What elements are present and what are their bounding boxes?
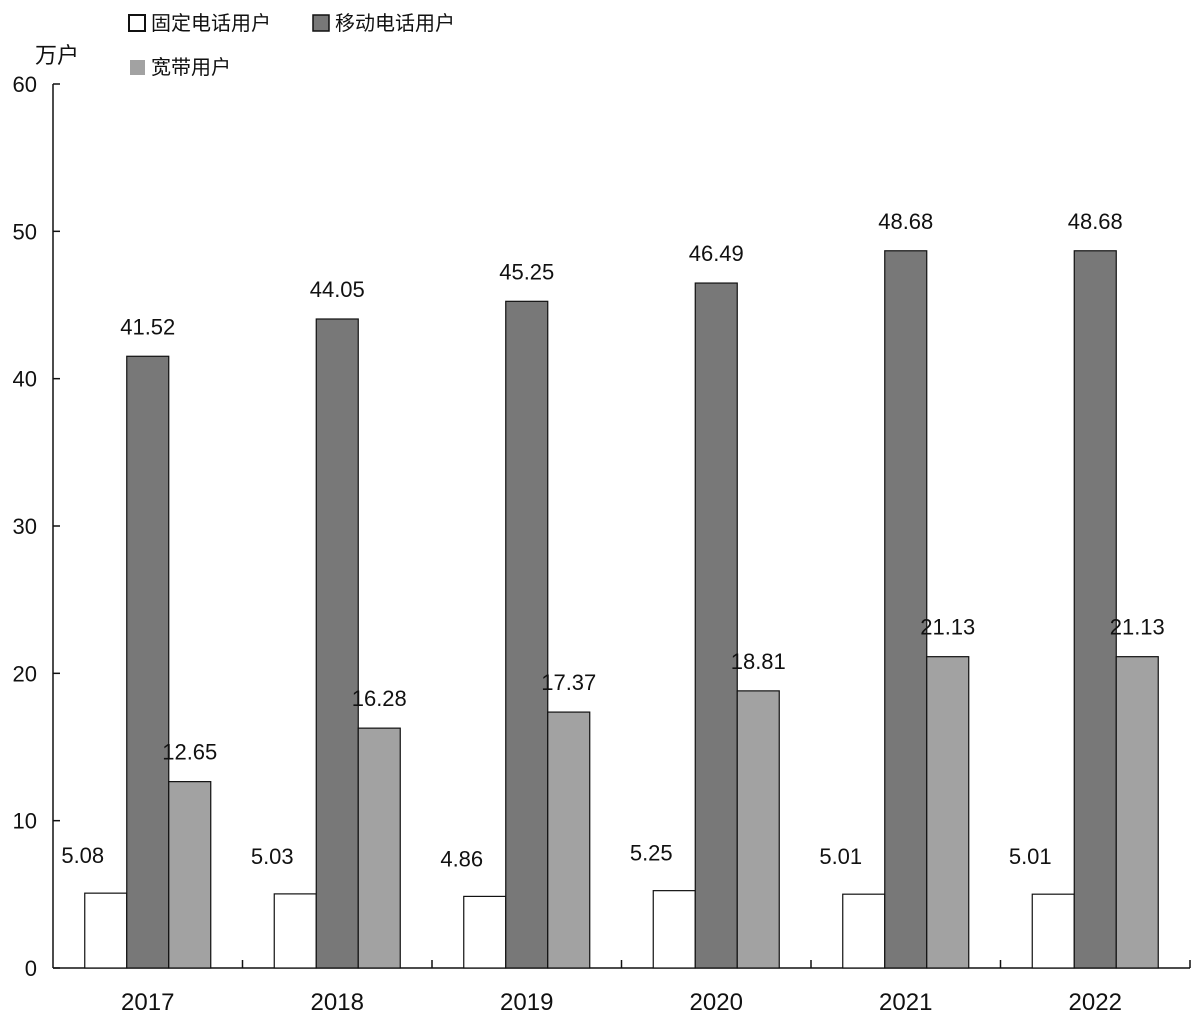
bar xyxy=(1073,250,1117,969)
legend-swatch-broadband xyxy=(130,60,145,75)
y-tick-label: 0 xyxy=(25,956,37,981)
y-tick-label: 60 xyxy=(13,72,37,97)
bar xyxy=(652,890,696,969)
data-label: 46.49 xyxy=(689,241,744,266)
bar xyxy=(926,656,970,969)
bar xyxy=(884,250,928,969)
axes: 0 10 20 30 40 50 60 2017 2018 2019 2020 2021 2022 xyxy=(13,72,1191,1016)
data-label: 21.13 xyxy=(920,615,975,640)
data-label: 17.37 xyxy=(541,670,596,695)
legend-label-mobile: 移动电话用户 xyxy=(335,11,455,35)
bars xyxy=(84,250,1159,969)
data-label: 5.01 xyxy=(1009,844,1052,869)
bar xyxy=(1115,656,1159,969)
x-tick-label: 2020 xyxy=(690,989,743,1016)
data-labels: 5.08 41.52 12.65 5.03 44.05 16.28 4.86 45.25 17.… xyxy=(61,209,1164,872)
data-label: 5.01 xyxy=(819,844,862,869)
data-label: 16.28 xyxy=(352,686,407,711)
y-tick-label: 50 xyxy=(13,219,37,244)
bar xyxy=(547,711,591,969)
data-label: 4.86 xyxy=(440,846,483,871)
bar xyxy=(1031,893,1075,969)
data-label: 21.13 xyxy=(1110,615,1165,640)
bar xyxy=(273,893,317,969)
x-tick-label: 2022 xyxy=(1069,989,1122,1016)
y-tick-label: 40 xyxy=(13,367,37,392)
x-tick-label: 2021 xyxy=(879,989,932,1016)
bar xyxy=(126,355,170,969)
data-label: 48.68 xyxy=(878,209,933,234)
bar xyxy=(463,895,507,969)
legend-label-broadband: 宽带用户 xyxy=(151,55,231,79)
bar xyxy=(736,690,780,969)
data-label: 48.68 xyxy=(1068,209,1123,234)
y-tick-label: 20 xyxy=(13,661,37,686)
x-tick-label: 2018 xyxy=(311,989,364,1016)
bar xyxy=(357,727,401,969)
bar xyxy=(694,282,738,969)
bar xyxy=(168,781,212,969)
y-tick-label: 30 xyxy=(13,514,37,539)
legend-swatch-mobile xyxy=(312,14,330,32)
data-label: 44.05 xyxy=(310,277,365,302)
bar xyxy=(505,300,549,969)
y-axis-unit: 万户 xyxy=(35,44,79,69)
data-label: 45.25 xyxy=(499,259,554,284)
data-label: 5.08 xyxy=(61,843,104,868)
bar xyxy=(315,318,359,969)
y-tick-label: 10 xyxy=(13,809,37,834)
x-tick-label: 2017 xyxy=(121,989,174,1016)
data-label: 5.03 xyxy=(251,844,294,869)
data-label: 12.65 xyxy=(162,740,217,765)
legend-label-fixed: 固定电话用户 xyxy=(151,11,271,35)
legend: 固定电话用户 移动电话用户 宽带用户 xyxy=(128,11,455,79)
legend-swatch-fixed xyxy=(128,14,146,32)
bar xyxy=(842,893,886,969)
data-label: 41.52 xyxy=(120,314,175,339)
bar xyxy=(84,892,128,969)
x-tick-label: 2019 xyxy=(500,989,553,1016)
data-label: 5.25 xyxy=(630,841,673,866)
data-label: 18.81 xyxy=(731,649,786,674)
